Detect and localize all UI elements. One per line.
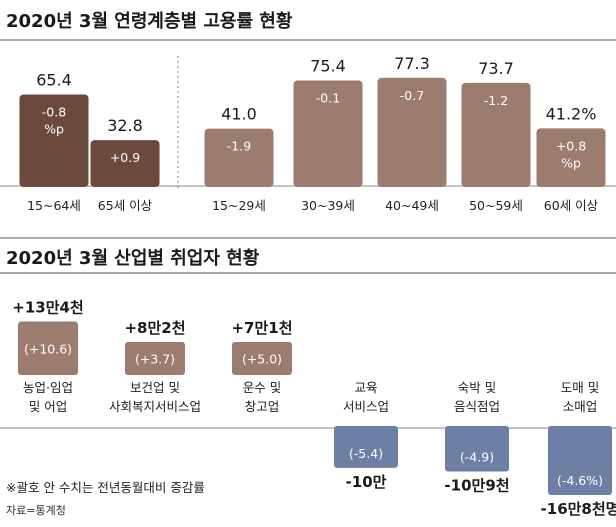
industry-pct-label: (+10.6) — [24, 341, 72, 356]
age-category-label: 40~49세 — [385, 198, 439, 213]
industry-category-label: 농업·임업 — [23, 380, 73, 395]
age-value-label: 65.4 — [36, 70, 72, 89]
industry-pct-label: (-4.9) — [460, 449, 494, 464]
industry-category-label: 창고업 — [245, 399, 280, 414]
industry-value-label: +7만1천 — [231, 319, 292, 337]
industry-category-label: 서비스업 — [343, 399, 389, 414]
source: 자료=통계청 — [6, 504, 66, 517]
age-category-label: 65세 이상 — [98, 198, 153, 213]
industry-bar — [445, 426, 509, 472]
industry-category-label: 운수 및 — [243, 380, 281, 395]
age-value-label: 41.0 — [221, 105, 257, 124]
industry-bar — [125, 342, 185, 375]
age-value-label: 75.4 — [310, 56, 346, 75]
age-change-label: -0.7 — [400, 88, 424, 103]
age-bar — [204, 128, 274, 187]
age-change-label: -1.2 — [484, 93, 508, 108]
industry-pct-label: (+3.7) — [135, 352, 175, 367]
age-category-label: 30~39세 — [301, 198, 355, 213]
industry-value-label: -10만9천 — [444, 476, 509, 494]
age-bar — [19, 94, 89, 187]
industry-pct-label: (-5.4) — [349, 446, 383, 461]
industry-value-label: +8만2천 — [124, 319, 185, 337]
age-bar — [536, 128, 606, 187]
industry-bar — [18, 321, 78, 375]
industry-category-label: 도매 및 — [561, 380, 599, 395]
age-value-label: 77.3 — [394, 54, 430, 73]
chart2-title: 2020년 3월 산업별 취업자 현황 — [6, 248, 260, 269]
age-value-label: 73.7 — [478, 59, 514, 78]
age-value-label: 41.2% — [546, 104, 597, 123]
age-change-label: %p — [561, 155, 581, 170]
industry-value-label: -10만 — [346, 473, 387, 491]
industry-bar — [334, 426, 398, 468]
age-bar — [461, 82, 531, 187]
industry-category-label: 소매업 — [563, 399, 598, 414]
industry-pct-label: (+5.0) — [242, 352, 282, 367]
industry-category-label: 및 어업 — [29, 399, 67, 414]
age-bar — [293, 80, 363, 187]
age-category-label: 15~64세 — [27, 198, 81, 213]
age-change-label: -1.9 — [227, 139, 251, 154]
age-change-label: +0.8 — [556, 138, 586, 153]
age-bar — [90, 140, 160, 187]
age-value-label: 32.8 — [107, 116, 143, 135]
age-category-label: 60세 이상 — [544, 198, 599, 213]
industry-bar — [548, 426, 612, 495]
age-change-label: %p — [44, 121, 64, 136]
industry-category-label: 사회복지서비스업 — [109, 399, 201, 414]
industry-category-label: 보건업 및 — [130, 380, 180, 395]
age-change-label: +0.9 — [110, 150, 140, 165]
industry-category-label: 숙박 및 — [458, 380, 496, 395]
age-change-label: -0.8 — [42, 104, 66, 119]
industry-value-label: -16만8천명 — [541, 500, 616, 518]
age-change-label: -0.1 — [316, 90, 340, 105]
industry-value-label: +13만4천 — [12, 299, 83, 317]
age-bar — [377, 77, 447, 187]
industry-pct-label: (-4.6%) — [557, 473, 603, 488]
footnote: ※괄호 안 수치는 전년동월대비 증감률 — [6, 480, 205, 495]
age-category-label: 50~59세 — [469, 198, 523, 213]
age-category-label: 15~29세 — [212, 198, 266, 213]
industry-category-label: 교육 — [354, 380, 377, 395]
industry-bar — [232, 342, 292, 375]
industry-category-label: 음식점업 — [454, 399, 500, 414]
chart1-title: 2020년 3월 연령계층별 고용률 현황 — [6, 11, 293, 32]
